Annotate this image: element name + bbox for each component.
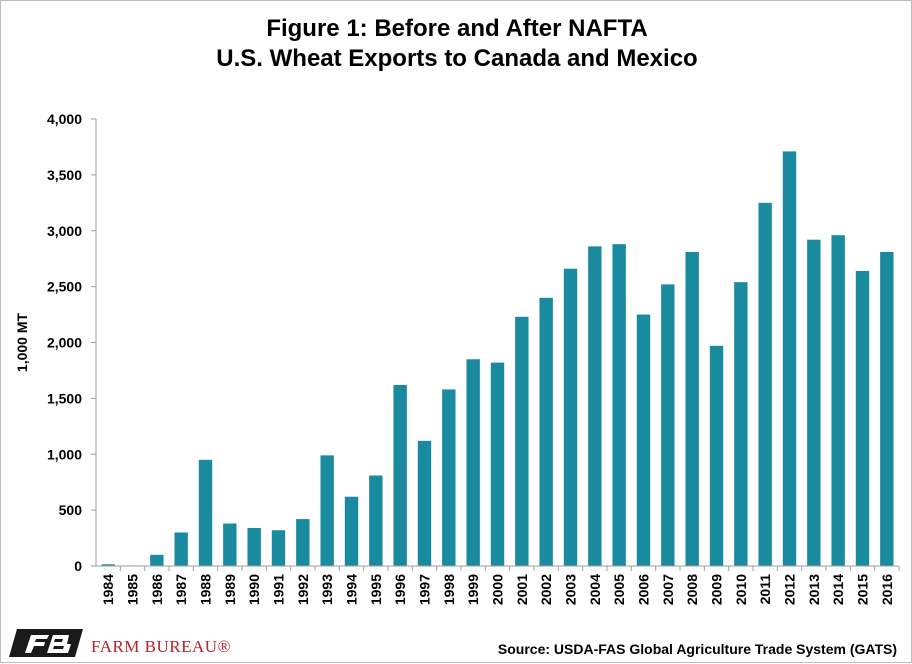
bar-1994 bbox=[344, 496, 359, 566]
x-tick-label: 2000 bbox=[490, 574, 506, 605]
y-axis-title: 1,000 MT bbox=[14, 312, 30, 372]
x-tick-label: 1986 bbox=[149, 574, 165, 605]
x-tick-label: 1997 bbox=[417, 574, 433, 605]
bar-2009 bbox=[709, 345, 724, 566]
bar-2003 bbox=[563, 268, 578, 566]
x-tick-label: 1988 bbox=[198, 574, 214, 605]
bar-2004 bbox=[588, 246, 602, 566]
bar-2015 bbox=[855, 270, 870, 566]
bar-2016 bbox=[880, 251, 894, 567]
y-tick-label: 1,500 bbox=[47, 390, 82, 406]
x-tick-label: 2008 bbox=[684, 574, 700, 605]
x-tick-label: 2014 bbox=[830, 574, 846, 605]
x-tick-label: 1990 bbox=[246, 574, 262, 605]
bar-1998 bbox=[442, 389, 456, 566]
x-tick-label: 1985 bbox=[125, 574, 141, 605]
bar-2008 bbox=[685, 251, 699, 567]
bar-2006 bbox=[636, 314, 651, 566]
y-tick-label: 3,000 bbox=[47, 223, 82, 239]
chart-title-line-1: Figure 1: Before and After NAFTA bbox=[266, 15, 648, 42]
bar-1996 bbox=[393, 384, 407, 566]
x-tick-label: 1998 bbox=[441, 574, 457, 605]
bar-2005 bbox=[612, 244, 626, 566]
bar-1988 bbox=[198, 459, 213, 566]
x-tick-label: 2013 bbox=[806, 574, 822, 605]
x-tick-label: 1993 bbox=[319, 574, 335, 605]
x-tick-label: 1996 bbox=[392, 574, 408, 605]
x-tick-label: 2006 bbox=[636, 574, 652, 605]
x-tick-label: 1995 bbox=[368, 574, 384, 605]
y-tick-label: 1,000 bbox=[47, 446, 82, 462]
bar-1992 bbox=[296, 519, 310, 566]
bar-1991 bbox=[271, 530, 286, 566]
bar-1993 bbox=[320, 455, 334, 566]
bar-2000 bbox=[490, 362, 505, 566]
bar-1987 bbox=[174, 532, 188, 566]
x-tick-label: 1999 bbox=[465, 574, 481, 605]
y-tick-label: 500 bbox=[59, 502, 83, 518]
bar-1990 bbox=[247, 528, 261, 566]
bar-1995 bbox=[369, 475, 383, 566]
bar-2013 bbox=[807, 239, 821, 566]
x-tick-label: 2005 bbox=[611, 574, 627, 605]
chart-title-line-2: U.S. Wheat Exports to Canada and Mexico bbox=[216, 45, 698, 72]
bar-1997 bbox=[417, 440, 432, 566]
farm-bureau-logo-text: FARM BUREAU® bbox=[91, 637, 231, 656]
x-tick-label: 1992 bbox=[295, 574, 311, 605]
x-tick-label: 2003 bbox=[563, 574, 579, 605]
source-note: Source: USDA-FAS Global Agriculture Trad… bbox=[497, 641, 897, 657]
bar-2001 bbox=[515, 316, 529, 566]
x-tick-label: 2012 bbox=[782, 574, 798, 605]
bar-2014 bbox=[831, 235, 845, 566]
bar-1984 bbox=[101, 564, 115, 566]
x-tick-label: 2016 bbox=[879, 574, 895, 605]
x-tick-label: 1987 bbox=[173, 574, 189, 605]
x-tick-label: 2002 bbox=[538, 574, 554, 605]
y-tick-label: 4,000 bbox=[47, 111, 82, 127]
x-tick-label: 2011 bbox=[757, 574, 773, 605]
bar-1986 bbox=[150, 554, 164, 566]
bar-2012 bbox=[782, 151, 797, 566]
bar-1989 bbox=[223, 523, 237, 566]
farm-bureau-logo: FARM BUREAU® bbox=[9, 625, 249, 661]
y-tick-label: 2,500 bbox=[47, 279, 82, 295]
bar-2011 bbox=[758, 202, 772, 566]
farm-bureau-logo-icon bbox=[9, 629, 83, 657]
bar-1999 bbox=[466, 359, 480, 566]
y-tick-label: 3,500 bbox=[47, 167, 82, 183]
x-tick-label: 1991 bbox=[271, 574, 287, 605]
x-tick-label: 2004 bbox=[587, 574, 603, 605]
x-tick-label: 2007 bbox=[660, 574, 676, 605]
x-tick-label: 1984 bbox=[100, 574, 116, 605]
x-tick-label: 1994 bbox=[344, 574, 360, 605]
bar-2007 bbox=[661, 284, 675, 566]
bar-2002 bbox=[539, 297, 553, 566]
x-tick-label: 1989 bbox=[222, 574, 238, 605]
x-tick-label: 2009 bbox=[709, 574, 725, 605]
bar-2010 bbox=[734, 282, 748, 566]
y-tick-label: 2,000 bbox=[47, 335, 82, 351]
x-tick-label: 2015 bbox=[855, 574, 871, 605]
x-tick-label: 2010 bbox=[733, 574, 749, 605]
x-tick-label: 2001 bbox=[514, 574, 530, 605]
y-tick-label: 0 bbox=[74, 558, 82, 574]
